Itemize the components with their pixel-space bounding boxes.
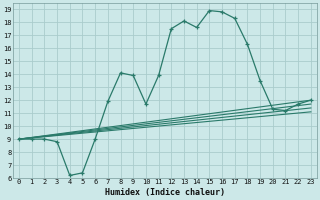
X-axis label: Humidex (Indice chaleur): Humidex (Indice chaleur) (105, 188, 225, 197)
